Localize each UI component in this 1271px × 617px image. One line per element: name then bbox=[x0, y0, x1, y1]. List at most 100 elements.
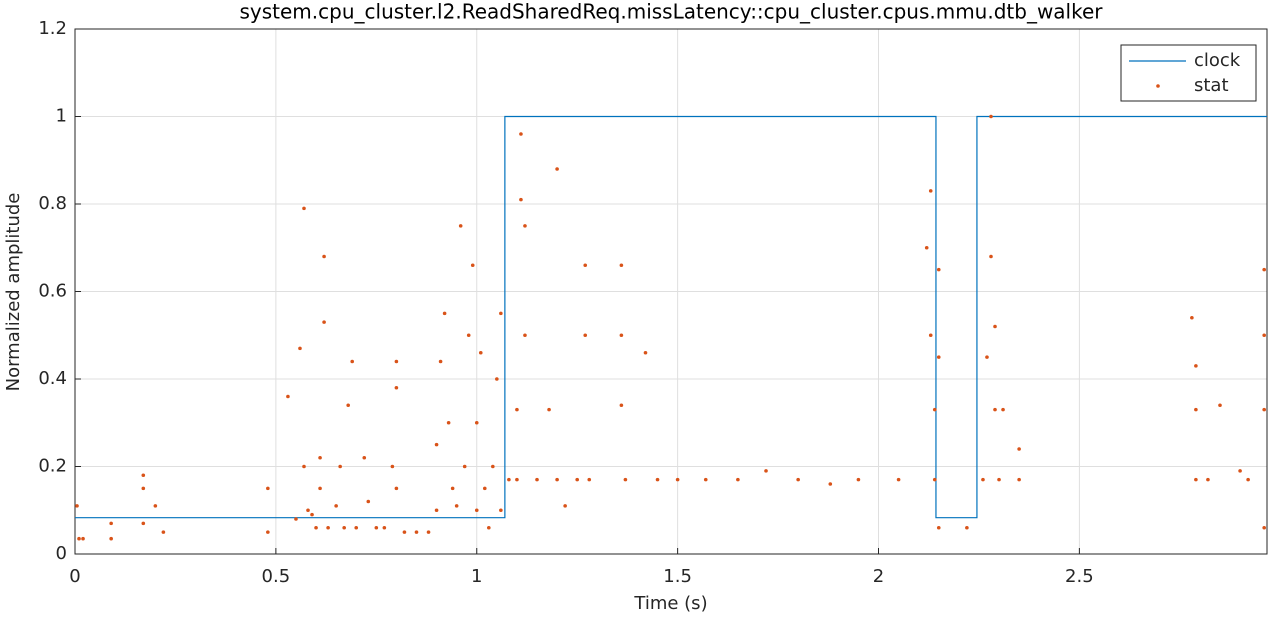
legend-label: stat bbox=[1194, 75, 1229, 96]
stat-point bbox=[523, 224, 527, 228]
axes-box bbox=[74, 28, 1268, 555]
stat-point bbox=[499, 311, 503, 316]
stat-point bbox=[491, 464, 495, 469]
stat-point bbox=[1238, 469, 1242, 473]
stat-point bbox=[354, 525, 359, 530]
stat-point bbox=[1218, 403, 1222, 408]
stat-point bbox=[997, 477, 1001, 482]
stat-point bbox=[993, 407, 997, 412]
stat-point bbox=[1001, 407, 1005, 412]
stat-point bbox=[1262, 407, 1266, 412]
stat-point bbox=[141, 486, 146, 491]
stat-point bbox=[675, 477, 680, 482]
stat-point bbox=[426, 530, 431, 534]
stat-point bbox=[575, 477, 579, 482]
clock-line bbox=[75, 115, 1267, 519]
stat-point bbox=[77, 536, 81, 541]
x-axis-label: Time (s) bbox=[633, 593, 707, 614]
stat-point bbox=[322, 254, 326, 259]
stat-point bbox=[454, 504, 459, 508]
stat-point bbox=[314, 525, 318, 530]
stat-point bbox=[438, 359, 443, 364]
stat-point bbox=[1194, 407, 1198, 412]
stat-point bbox=[302, 464, 306, 469]
x-tick-label: 0 bbox=[69, 566, 80, 587]
stat-point bbox=[936, 267, 941, 272]
stat-point bbox=[266, 530, 270, 534]
stat-point bbox=[1194, 364, 1198, 368]
stat-point bbox=[499, 508, 503, 513]
x-tick-label: 1 bbox=[471, 566, 482, 587]
stat-point bbox=[394, 359, 399, 364]
stat-point bbox=[495, 377, 499, 381]
stat-point bbox=[109, 521, 113, 526]
stat-point bbox=[382, 525, 387, 530]
stat-point bbox=[478, 350, 483, 355]
stat-point bbox=[928, 333, 933, 338]
x-tick-label: 0.5 bbox=[262, 566, 291, 587]
stat-point bbox=[932, 407, 937, 412]
stat-point bbox=[474, 420, 479, 425]
stat-point bbox=[346, 403, 350, 408]
stat-point bbox=[507, 477, 511, 482]
stat-point bbox=[326, 525, 330, 530]
stat-point bbox=[302, 206, 306, 211]
stat-point bbox=[796, 477, 800, 482]
stat-point bbox=[334, 504, 338, 508]
stat-point bbox=[141, 521, 146, 526]
y-axis-label: Normalized amplitude bbox=[3, 193, 24, 392]
stat-point bbox=[655, 477, 660, 482]
stat-point bbox=[394, 486, 399, 491]
stat-point bbox=[298, 346, 302, 351]
x-tick-label: 2 bbox=[873, 566, 884, 587]
y-tick-label: 1.2 bbox=[38, 18, 67, 39]
stat-point bbox=[1190, 315, 1194, 320]
stat-point bbox=[462, 464, 467, 469]
stat-point bbox=[350, 359, 355, 364]
stat-point bbox=[318, 486, 322, 491]
stat-point bbox=[1194, 477, 1198, 482]
stat-point bbox=[764, 469, 768, 473]
stat-point bbox=[322, 320, 326, 324]
stat-point bbox=[563, 504, 567, 508]
legend-label: clock bbox=[1194, 50, 1241, 71]
stat-point bbox=[470, 263, 475, 268]
stat-point bbox=[294, 517, 298, 521]
y-tick-label: 1 bbox=[56, 106, 67, 127]
stat-point bbox=[362, 455, 367, 460]
stat-point bbox=[555, 167, 559, 171]
stat-point bbox=[402, 530, 407, 534]
stat-point bbox=[736, 477, 740, 482]
stat-point bbox=[828, 482, 833, 486]
stat-point bbox=[981, 477, 985, 482]
stat-point bbox=[374, 525, 379, 530]
stat-point bbox=[985, 355, 989, 359]
stat-point bbox=[623, 477, 628, 482]
stat-point bbox=[643, 350, 648, 355]
stat-point bbox=[703, 477, 708, 482]
stat-point bbox=[81, 536, 85, 541]
stat-point bbox=[619, 403, 624, 408]
stat-point bbox=[266, 486, 270, 491]
stat-point bbox=[394, 385, 399, 390]
stat-point bbox=[519, 132, 523, 136]
stat-point bbox=[587, 477, 592, 482]
stat-point bbox=[896, 477, 901, 482]
stat-point bbox=[153, 504, 158, 508]
stat-point bbox=[523, 333, 527, 338]
plot-area bbox=[75, 114, 1267, 541]
stat-point bbox=[1206, 477, 1210, 482]
chart-title: system.cpu_cluster.l2.ReadSharedReq.miss… bbox=[239, 0, 1103, 24]
stat-point bbox=[450, 486, 455, 491]
stat-point bbox=[1246, 477, 1250, 482]
stat-point bbox=[446, 420, 451, 425]
stat-point bbox=[366, 499, 371, 504]
stat-point bbox=[286, 394, 290, 399]
stat-point bbox=[318, 455, 322, 460]
stat-point bbox=[515, 477, 519, 482]
y-tick-label: 0.4 bbox=[38, 368, 67, 389]
stat-point bbox=[75, 504, 79, 508]
stat-point bbox=[161, 530, 166, 534]
x-tick-label: 2.5 bbox=[1065, 566, 1094, 587]
